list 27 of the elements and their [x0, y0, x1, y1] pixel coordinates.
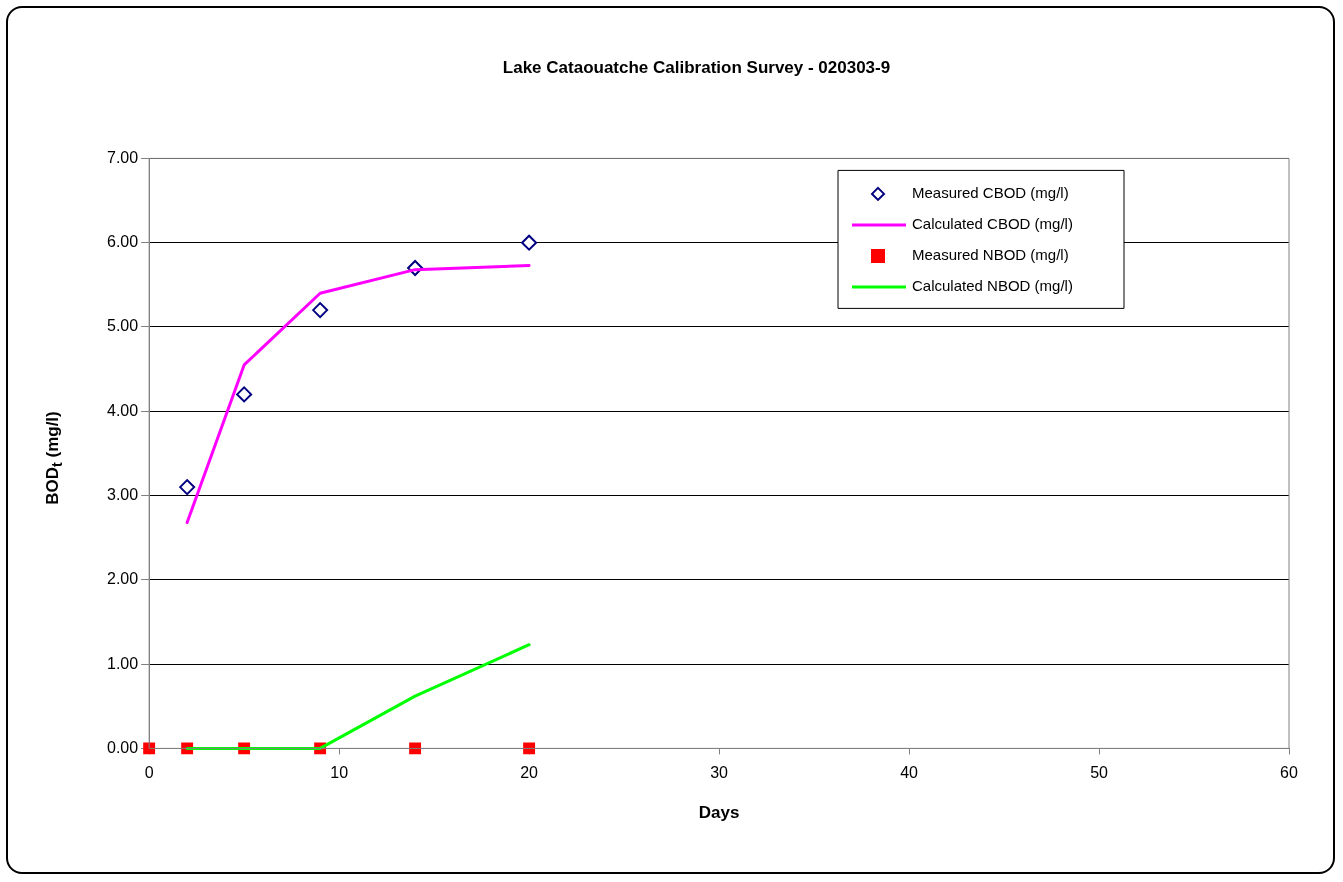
x-tick-label: 10 — [330, 764, 349, 782]
point — [521, 234, 538, 251]
point — [236, 386, 253, 403]
legend-label: Measured CBOD (mg/l) — [912, 184, 1069, 202]
x-tick-label: 0 — [144, 764, 154, 782]
y-tick-label: 2.00 — [107, 570, 139, 588]
x-axis-title: Days — [698, 803, 740, 823]
x-tick-label: 20 — [520, 764, 539, 782]
y-tick-label: 7.00 — [107, 148, 139, 166]
legend-label: Calculated CBOD (mg/l) — [912, 215, 1073, 233]
y-tick-label: 5.00 — [107, 317, 139, 335]
y-tick-label: 6.00 — [107, 233, 139, 251]
chart-title: Lake Cataouatche Calibration Survey - 020303-9 — [502, 57, 891, 77]
x-tick-label: 50 — [1090, 764, 1109, 782]
x-tick-label: 60 — [1280, 764, 1298, 782]
y-tick-label: 4.00 — [107, 401, 139, 419]
point — [409, 742, 422, 755]
point — [312, 302, 329, 319]
point — [179, 479, 196, 496]
y-tick-label: 0.00 — [107, 738, 139, 756]
legend-label: Measured NBOD (mg/l) — [912, 246, 1069, 264]
point — [523, 742, 536, 755]
legend-label: Calculated NBOD (mg/l) — [912, 277, 1073, 295]
x-tick-label: 30 — [710, 764, 729, 782]
y-tick-label: 1.00 — [107, 654, 139, 672]
x-tick-label: 40 — [900, 764, 919, 782]
y-tick-label: 3.00 — [107, 485, 139, 503]
